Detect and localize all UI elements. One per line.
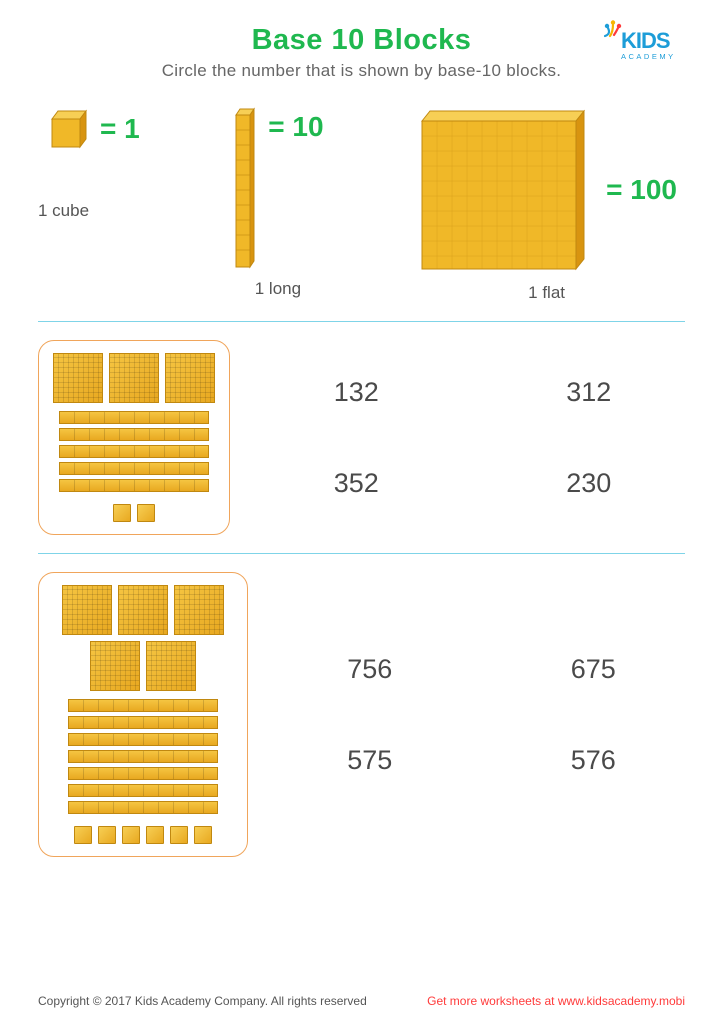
cube-block: [98, 826, 116, 844]
answer-option[interactable]: 576: [502, 745, 686, 776]
legend-flat-label: 1 flat: [528, 283, 565, 303]
answer-option[interactable]: 675: [502, 654, 686, 685]
header: Base 10 Blocks Circle the number that is…: [38, 24, 685, 81]
copyright-text: Copyright © 2017 Kids Academy Company. A…: [38, 994, 367, 1008]
cube-block: [122, 826, 140, 844]
legend-cube: = 1 1 cube: [46, 105, 140, 303]
long-block: [68, 784, 218, 797]
cube-block: [146, 826, 164, 844]
problem-2: 756 675 575 576: [38, 572, 685, 857]
svg-text:KIDS: KIDS: [621, 28, 670, 53]
kids-academy-logo: KIDS ACADEMY: [599, 20, 685, 71]
block-box: [38, 572, 248, 857]
flat-block: [90, 641, 140, 691]
flat-block: [109, 353, 159, 403]
cube-block: [194, 826, 212, 844]
long-block: [68, 699, 218, 712]
flat-block: [118, 585, 168, 635]
answer-option[interactable]: 230: [493, 468, 686, 499]
cubes-group: [113, 504, 155, 522]
cube-icon: [46, 105, 90, 153]
cubes-group: [74, 826, 212, 844]
more-worksheets-link[interactable]: Get more worksheets at www.kidsacademy.m…: [427, 994, 685, 1008]
flat-block: [146, 641, 196, 691]
divider: [38, 553, 685, 554]
long-block: [68, 716, 218, 729]
flat-icon: [416, 105, 596, 275]
cube-block: [74, 826, 92, 844]
long-block: [59, 462, 209, 475]
long-block: [68, 801, 218, 814]
answer-option[interactable]: 352: [260, 468, 453, 499]
answer-grid: 132 312 352 230: [260, 377, 685, 499]
long-block: [68, 750, 218, 763]
legend-cube-value: = 1: [100, 113, 140, 145]
legend-cube-label: 1 cube: [38, 201, 89, 221]
long-block: [68, 733, 218, 746]
long-block: [59, 411, 209, 424]
answer-option[interactable]: 756: [278, 654, 462, 685]
block-box: [38, 340, 230, 535]
divider: [38, 321, 685, 322]
long-icon: [232, 105, 258, 271]
long-block: [59, 445, 209, 458]
long-block: [59, 428, 209, 441]
cube-block: [137, 504, 155, 522]
page-subtitle: Circle the number that is shown by base-…: [38, 61, 685, 81]
longs-group: [68, 699, 218, 814]
legend-long-label: 1 long: [255, 279, 301, 299]
flat-block: [165, 353, 215, 403]
legend-flat: = 100 1 flat: [416, 105, 677, 303]
answer-grid: 756 675 575 576: [278, 654, 685, 776]
flat-block: [62, 585, 112, 635]
flats-group: [53, 585, 233, 691]
legend-long-value: = 10: [268, 111, 323, 143]
flats-group: [53, 353, 215, 403]
svg-text:ACADEMY: ACADEMY: [621, 52, 676, 61]
cube-block: [170, 826, 188, 844]
answer-option[interactable]: 312: [493, 377, 686, 408]
flat-block: [53, 353, 103, 403]
page-title: Base 10 Blocks: [38, 24, 685, 57]
legend-long: = 10 1 long: [232, 105, 323, 303]
long-block: [59, 479, 209, 492]
footer: Copyright © 2017 Kids Academy Company. A…: [38, 994, 685, 1008]
legend-row: = 1 1 cube = 10 1 long: [38, 105, 685, 303]
long-block: [68, 767, 218, 780]
legend-flat-value: = 100: [606, 174, 677, 206]
flat-block: [174, 585, 224, 635]
cube-block: [113, 504, 131, 522]
problem-1: 132 312 352 230: [38, 340, 685, 535]
longs-group: [59, 411, 209, 492]
answer-option[interactable]: 132: [260, 377, 453, 408]
answer-option[interactable]: 575: [278, 745, 462, 776]
